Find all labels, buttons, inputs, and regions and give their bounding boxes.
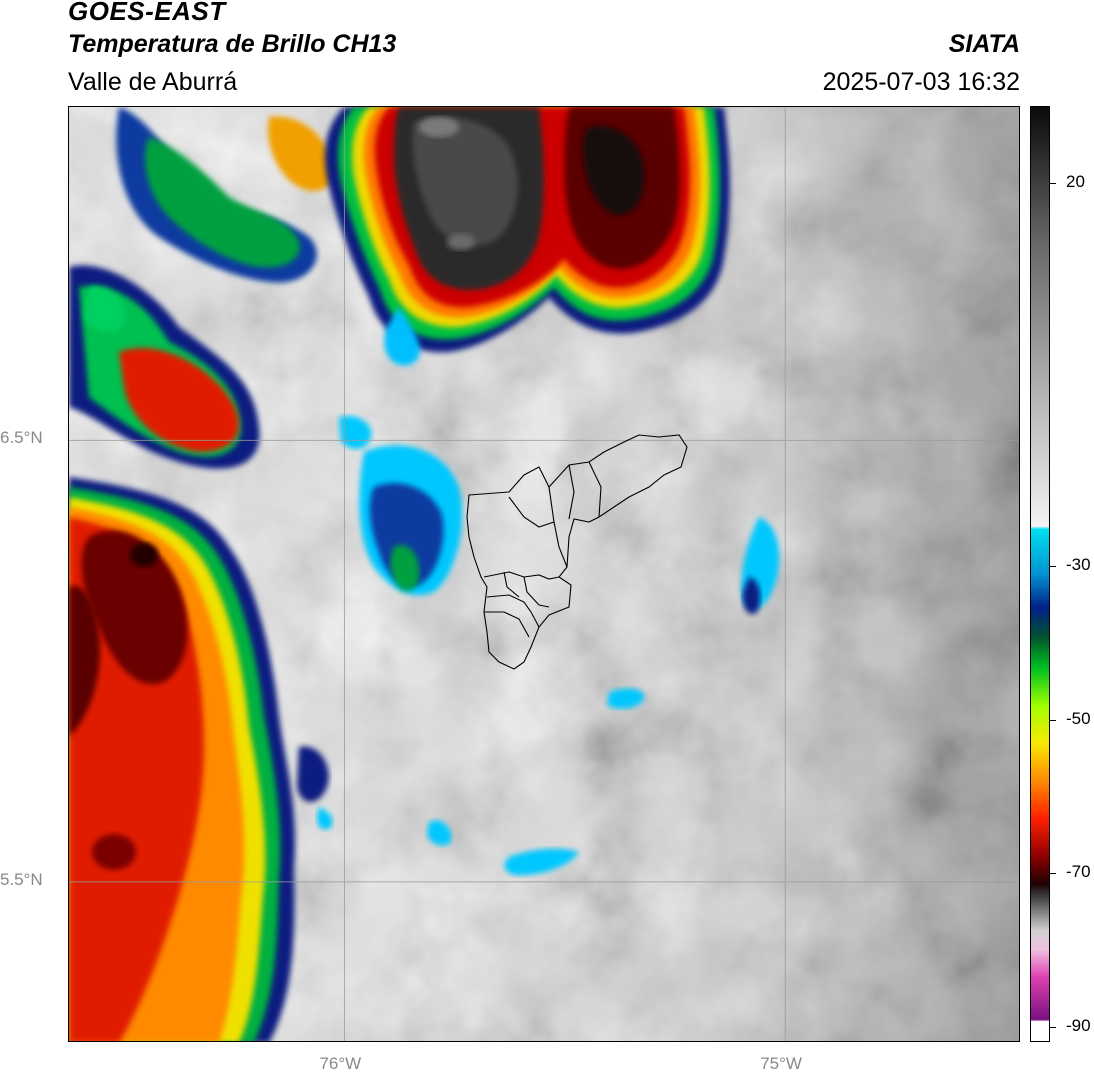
boundary-sabaneta	[523, 576, 550, 608]
product-subtitle: Temperatura de Brillo CH13	[68, 30, 397, 58]
colorbar-label-minus50: -50	[1066, 708, 1091, 728]
region-label: Valle de Aburrá	[68, 68, 238, 96]
lat-label-6.5: 6.5°N	[0, 428, 43, 448]
colorbar-tick-mark	[1050, 182, 1056, 184]
temperature-colorbar	[1030, 106, 1050, 1042]
colorbar-tick-mark	[1050, 719, 1056, 721]
boundary-la-estrella	[503, 571, 520, 598]
colorbar-gradient	[1031, 107, 1049, 1041]
colorbar-label-minus90: -90	[1066, 1015, 1091, 1035]
scattered-cells	[297, 415, 780, 876]
boundary-bello	[508, 486, 555, 528]
aburra-outline	[466, 434, 688, 670]
graticule	[69, 107, 1019, 1041]
colorbar-label-minus30: -30	[1066, 555, 1091, 575]
boundary-copacabana	[568, 464, 575, 520]
convective-cells-northwest	[69, 107, 335, 469]
boundary-caldas	[484, 611, 530, 638]
lat-label-5.5: 5.5°N	[0, 869, 43, 889]
colorbar-tick-mark	[1050, 873, 1056, 875]
product-title: GOES-EAST	[68, 0, 226, 26]
boundary-itagui	[483, 571, 560, 580]
convective-system-west	[69, 477, 295, 1041]
brightness-temperature-field	[69, 107, 1019, 1041]
boundary-medellin	[553, 521, 568, 568]
timestamp-label: 2025-07-03 16:32	[822, 68, 1020, 96]
lon-label-75w: 75°W	[760, 1054, 802, 1073]
convective-system-north	[324, 107, 730, 366]
colorbar-tick-mark	[1050, 566, 1056, 568]
colorbar-tick-mark	[1050, 1026, 1056, 1028]
municipal-boundaries	[466, 434, 688, 670]
lon-label-76w: 76°W	[319, 1054, 362, 1073]
colorbar-label-20: 20	[1066, 171, 1085, 191]
boundary-girardota	[588, 461, 602, 518]
boundary-envigado	[486, 594, 540, 628]
brand-label: SIATA	[948, 30, 1020, 58]
colorbar-label-minus70: -70	[1066, 862, 1091, 882]
satellite-map[interactable]	[68, 106, 1020, 1042]
